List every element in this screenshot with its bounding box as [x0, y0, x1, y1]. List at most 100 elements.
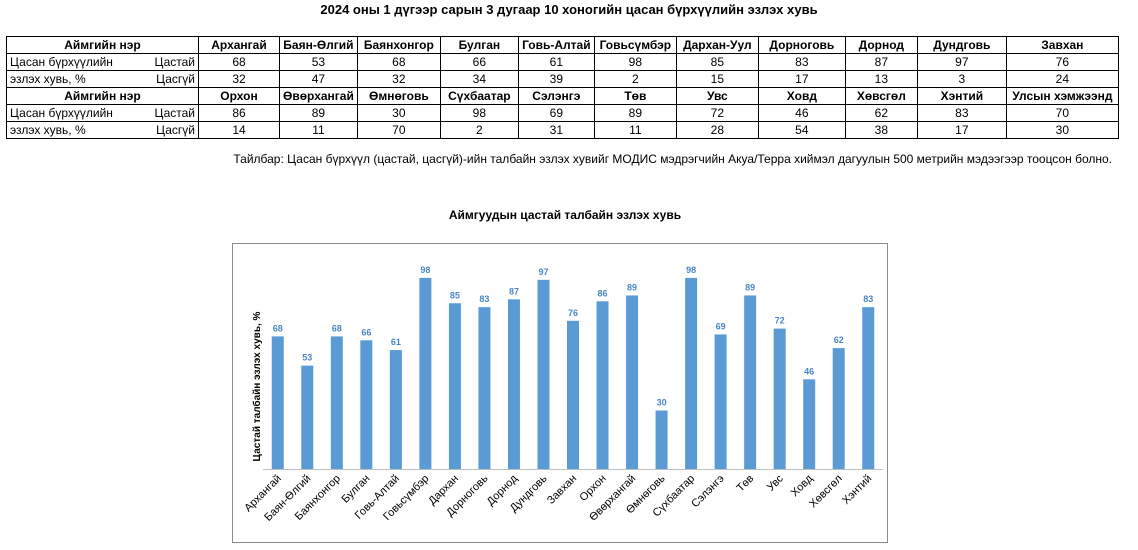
with-snow-cell: 70: [1005, 104, 1119, 122]
with-snow-cell: 89: [593, 104, 677, 122]
bar: [478, 307, 491, 469]
province-name-cell: Завхан: [1005, 36, 1119, 54]
without-snow-label: Цасгүй: [128, 121, 199, 139]
x-tick-label: Сэлэнгэ: [689, 472, 727, 510]
with-snow-cell: 98: [439, 104, 519, 122]
with-snow-cell: 69: [517, 104, 595, 122]
bar: [596, 301, 609, 469]
without-snow-cell: 2: [439, 121, 519, 139]
with-snow-cell: 97: [916, 53, 1007, 71]
with-snow-cell: 87: [844, 53, 918, 71]
with-snow-cell: 53: [279, 53, 358, 71]
without-snow-cell: 3: [916, 70, 1007, 88]
province-name-cell: Булган: [439, 36, 519, 54]
province-name-cell: Баянхонгор: [356, 36, 441, 54]
bar: [685, 277, 698, 469]
bar: [271, 336, 284, 469]
page-title: 2024 оны 1 дүгээр сарын 3 дугаар 10 хоно…: [320, 2, 818, 17]
bar: [714, 334, 727, 469]
without-snow-cell: 70: [356, 121, 441, 139]
with-snow-cell: 46: [757, 104, 846, 122]
x-tick-label: Завхан: [545, 473, 579, 507]
data-label: 68: [273, 323, 283, 333]
province-name-cell: Архангай: [198, 36, 280, 54]
province-name-cell: Өвөрхангай: [279, 87, 358, 105]
with-snow-cell: 62: [844, 104, 918, 122]
with-snow-cell: 89: [279, 104, 358, 122]
table-header-row: Аймгийн нэр Архангай Баян-Өлгий Баянхонгор Б…: [6, 36, 1119, 54]
data-label: 89: [745, 282, 755, 292]
with-snow-cell: 72: [675, 104, 759, 122]
data-label: 62: [834, 335, 844, 345]
province-name-cell: Орхон: [198, 87, 280, 105]
without-snow-cell: 30: [1005, 121, 1119, 139]
province-name-cell: Говьсүмбэр: [593, 36, 677, 54]
province-name-cell: Сүхбаатар: [439, 87, 519, 105]
without-snow-cell: 39: [517, 70, 595, 88]
province-name-cell: Улсын хэмжээнд: [1005, 87, 1119, 105]
province-name-cell: Ховд: [757, 87, 846, 105]
table-note: Тайлбар: Цасан бүрхүүл (цастай, цасгүй)-…: [233, 152, 1112, 166]
province-name-cell: Увс: [675, 87, 759, 105]
row-label: Цасан бүрхүүлийн: [6, 104, 129, 122]
snow-cover-table: Аймгийн нэр Архангай Баян-Өлгий Баянхонгор Б…: [6, 36, 1119, 139]
bar: [507, 299, 520, 469]
with-snow-cell: 85: [675, 53, 759, 71]
data-label: 69: [716, 321, 726, 331]
data-label: 46: [804, 366, 814, 376]
province-name-cell: Сэлэнгэ: [517, 87, 595, 105]
x-tick-label: Төв: [735, 473, 757, 495]
without-snow-cell: 54: [757, 121, 846, 139]
province-name-cell: Баян-Өлгий: [279, 36, 358, 54]
data-label: 66: [361, 327, 371, 337]
data-label: 83: [863, 294, 873, 304]
table-row: Цасан бүрхүүлийн Цастай 86 89 30 98 69 89 72 46 62…: [6, 104, 1119, 122]
bar: [537, 279, 550, 469]
with-snow-cell: 30: [356, 104, 441, 122]
data-label: 85: [450, 290, 460, 300]
bar: [389, 350, 402, 469]
province-name-cell: Дорнод: [844, 36, 918, 54]
data-label: 83: [479, 294, 489, 304]
bar: [626, 295, 639, 469]
bar: [360, 340, 373, 469]
chart-title: Аймгуудын цастай талбайн эзлэх хувь: [448, 208, 682, 222]
data-label: 86: [598, 288, 608, 298]
without-snow-cell: 15: [675, 70, 759, 88]
bar: [330, 336, 343, 469]
row-label: эзлэх хувь, %: [6, 121, 129, 139]
table-row: Цасан бүрхүүлийн Цастай 68 53 68 66 61 98 85 83 87…: [6, 53, 1119, 71]
bar: [567, 320, 579, 469]
without-snow-cell: 32: [198, 70, 280, 88]
without-snow-cell: 14: [198, 121, 280, 139]
data-label: 97: [538, 267, 548, 277]
data-label: 61: [391, 337, 401, 347]
with-snow-cell: 66: [439, 53, 519, 71]
bar: [862, 307, 875, 469]
x-tick-label: Увс: [765, 472, 786, 493]
data-label: 98: [686, 265, 696, 275]
with-snow-cell: 98: [593, 53, 677, 71]
header-label: Аймгийн нэр: [6, 87, 199, 105]
without-snow-cell: 38: [844, 121, 918, 139]
with-snow-cell: 76: [1005, 53, 1119, 71]
bar: [655, 410, 668, 469]
province-name-cell: Дундговь: [916, 36, 1007, 54]
without-snow-cell: 11: [279, 121, 358, 139]
bar: [301, 365, 314, 469]
without-snow-cell: 2: [593, 70, 677, 88]
with-snow-cell: 83: [757, 53, 846, 71]
header-label: Аймгийн нэр: [6, 36, 199, 54]
with-snow-label: Цастай: [128, 53, 199, 71]
table-row: эзлэх хувь, % Цасгүй 32 47 32 34 39 2 15 17 13 3 24: [6, 70, 1119, 88]
data-label: 87: [509, 286, 519, 296]
with-snow-cell: 86: [198, 104, 280, 122]
bar: [448, 303, 461, 469]
with-snow-cell: 61: [517, 53, 595, 71]
province-name-cell: Говь-Алтай: [517, 36, 595, 54]
with-snow-label: Цастай: [128, 104, 199, 122]
x-tick-label: Хэнтий: [840, 473, 874, 507]
province-name-cell: Дархан-Уул: [675, 36, 759, 54]
data-label: 89: [627, 282, 637, 292]
without-snow-cell: 31: [517, 121, 595, 139]
